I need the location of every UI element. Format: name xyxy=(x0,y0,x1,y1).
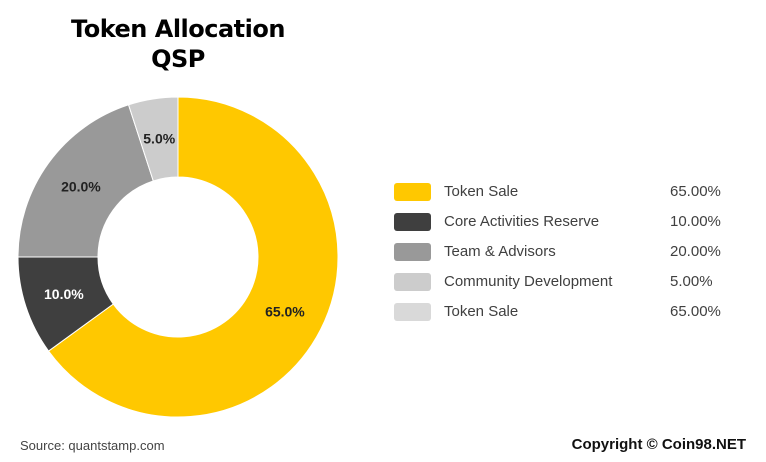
legend-item-team-advisors: Team & Advisors 20.00% xyxy=(394,240,754,270)
legend-item-core-activities-reserve: Core Activities Reserve 10.00% xyxy=(394,210,754,240)
chart-title-line-2: QSP xyxy=(151,45,205,73)
donut-slice-community-development xyxy=(127,96,179,182)
legend-label: Core Activities Reserve xyxy=(444,213,600,230)
legend-label: Token Sale xyxy=(444,183,519,200)
copyright-note: Copyright © Coin98.NET xyxy=(571,436,746,453)
legend-label: Token Sale xyxy=(444,303,519,320)
source-note: Source: quantstamp.com xyxy=(20,438,165,453)
donut-slice-label: 20.0% xyxy=(61,178,101,194)
legend-item-token-sale-duplicate: Token Sale 65.00% xyxy=(394,300,754,330)
legend-value: 5.00% xyxy=(670,273,713,290)
donut-slice-label: 5.0% xyxy=(143,130,175,146)
legend-swatch-core-activities-reserve xyxy=(394,213,431,231)
legend-value: 65.00% xyxy=(670,183,721,200)
donut-slice-token-sale xyxy=(47,96,339,418)
legend-swatch-token-sale xyxy=(394,183,431,201)
donut-slice-label: 65.0% xyxy=(265,303,305,319)
donut-slice-team-advisors xyxy=(17,104,154,258)
legend-value: 10.00% xyxy=(670,213,721,230)
legend-swatch-team-advisors xyxy=(394,243,431,261)
legend-item-token-sale: Token Sale 65.00% xyxy=(394,180,754,210)
legend-label: Community Development xyxy=(444,273,613,290)
legend-item-community-development: Community Development 5.00% xyxy=(394,270,754,300)
legend-swatch-token-sale-duplicate xyxy=(394,303,431,321)
chart-legend: Token Sale 65.00% Core Activities Reserv… xyxy=(394,180,754,330)
chart-title-line-1: Token Allocation xyxy=(71,15,285,43)
legend-value: 20.00% xyxy=(670,243,721,260)
legend-swatch-community-development xyxy=(394,273,431,291)
donut-slice-label: 10.0% xyxy=(44,286,84,302)
legend-label: Team & Advisors xyxy=(444,243,556,260)
donut-chart: 65.0% 10.0% 20.0% 5.0% xyxy=(17,96,339,418)
legend-value: 65.00% xyxy=(670,303,721,320)
chart-title: Token Allocation QSP xyxy=(38,14,318,74)
